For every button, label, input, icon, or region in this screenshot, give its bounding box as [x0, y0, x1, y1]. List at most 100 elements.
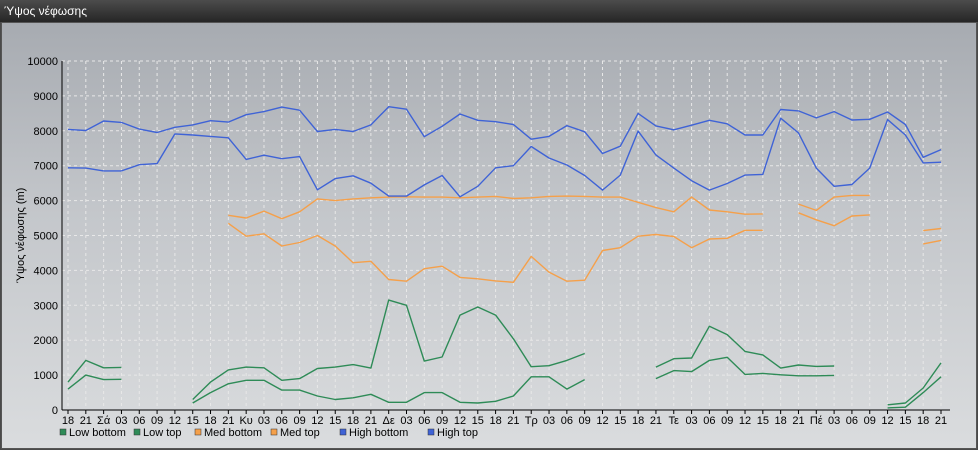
- x-tick-label: 09: [721, 415, 733, 427]
- data-point: [797, 202, 800, 205]
- data-point: [815, 167, 818, 170]
- data-point: [708, 325, 711, 328]
- data-point: [458, 401, 461, 404]
- data-point: [280, 389, 283, 392]
- data-point: [387, 401, 390, 404]
- data-point: [316, 394, 319, 397]
- data-point: [512, 164, 515, 167]
- data-point: [619, 145, 622, 148]
- data-point: [939, 161, 942, 164]
- data-point: [351, 130, 354, 133]
- data-point: [423, 135, 426, 138]
- x-tick-label: 09: [293, 415, 305, 427]
- data-point: [262, 154, 265, 157]
- data-point: [334, 365, 337, 368]
- data-point: [726, 182, 729, 185]
- x-tick-label: 15: [614, 415, 626, 427]
- data-point: [743, 229, 746, 232]
- data-point: [84, 374, 87, 377]
- data-point: [726, 333, 729, 336]
- data-point: [565, 387, 568, 390]
- data-point: [637, 112, 640, 115]
- legend-label: Med top: [280, 427, 320, 439]
- data-point: [191, 401, 194, 404]
- data-point: [316, 367, 319, 370]
- data-point: [868, 118, 871, 121]
- x-tick-label: 18: [632, 415, 644, 427]
- data-point: [227, 214, 230, 217]
- data-point: [672, 357, 675, 360]
- y-tick-label: 9000: [34, 91, 58, 103]
- x-tick-label: 09: [436, 415, 448, 427]
- data-point: [779, 117, 782, 120]
- data-point: [654, 206, 657, 209]
- x-tick-label: 21: [80, 415, 92, 427]
- y-tick-label: 7000: [34, 161, 58, 173]
- data-point: [922, 161, 925, 164]
- x-tick-label: 21: [222, 415, 234, 427]
- data-point: [708, 237, 711, 240]
- data-point: [547, 375, 550, 378]
- data-point: [441, 355, 444, 358]
- data-point: [833, 185, 836, 188]
- y-tick-label: 8000: [34, 126, 58, 138]
- data-point: [547, 195, 550, 198]
- legend-swatch: [194, 428, 202, 436]
- x-tick-label: 06: [276, 415, 288, 427]
- series-high-bottom: [67, 117, 942, 198]
- data-point: [298, 389, 301, 392]
- data-point: [476, 185, 479, 188]
- x-tick-label: 09: [579, 415, 591, 427]
- data-point: [155, 162, 158, 165]
- data-point: [138, 127, 141, 130]
- data-point: [619, 174, 622, 177]
- data-point: [547, 364, 550, 367]
- data-point: [672, 235, 675, 238]
- data-point: [672, 369, 675, 372]
- data-point: [850, 183, 853, 186]
- data-point: [351, 261, 354, 264]
- x-tick-label: 12: [311, 415, 323, 427]
- legend-label: Low top: [143, 427, 182, 439]
- data-point: [530, 375, 533, 378]
- data-point: [708, 359, 711, 362]
- legend-swatch: [59, 428, 67, 436]
- x-tick-label: 18: [62, 415, 74, 427]
- data-point: [245, 216, 248, 219]
- legend-swatch: [339, 428, 347, 436]
- data-point: [512, 394, 515, 397]
- data-point: [369, 393, 372, 396]
- data-point: [654, 153, 657, 156]
- series-line: [67, 117, 942, 198]
- data-point: [797, 109, 800, 112]
- x-tick-label: 18: [917, 415, 929, 427]
- data-point: [654, 365, 657, 368]
- data-point: [351, 197, 354, 200]
- data-point: [583, 174, 586, 177]
- data-point: [690, 356, 693, 359]
- x-tick-label: Πέ: [810, 415, 823, 427]
- data-point: [850, 118, 853, 121]
- data-point: [405, 304, 408, 307]
- x-tick-label: 12: [596, 415, 608, 427]
- data-point: [939, 239, 942, 242]
- data-point: [280, 105, 283, 108]
- series-low-top: [67, 299, 942, 406]
- data-point: [922, 386, 925, 389]
- data-point: [262, 379, 265, 382]
- data-point: [726, 210, 729, 213]
- data-point: [227, 368, 230, 371]
- y-tick-label: 4000: [34, 265, 58, 277]
- legend-label: Low bottom: [69, 427, 126, 439]
- data-point: [209, 135, 212, 138]
- data-point: [102, 119, 105, 122]
- data-point: [476, 401, 479, 404]
- data-point: [458, 112, 461, 115]
- data-point: [262, 232, 265, 235]
- series-line: [67, 356, 942, 409]
- data-point: [761, 212, 764, 215]
- data-point: [458, 276, 461, 279]
- data-point: [512, 197, 515, 200]
- data-point: [619, 196, 622, 199]
